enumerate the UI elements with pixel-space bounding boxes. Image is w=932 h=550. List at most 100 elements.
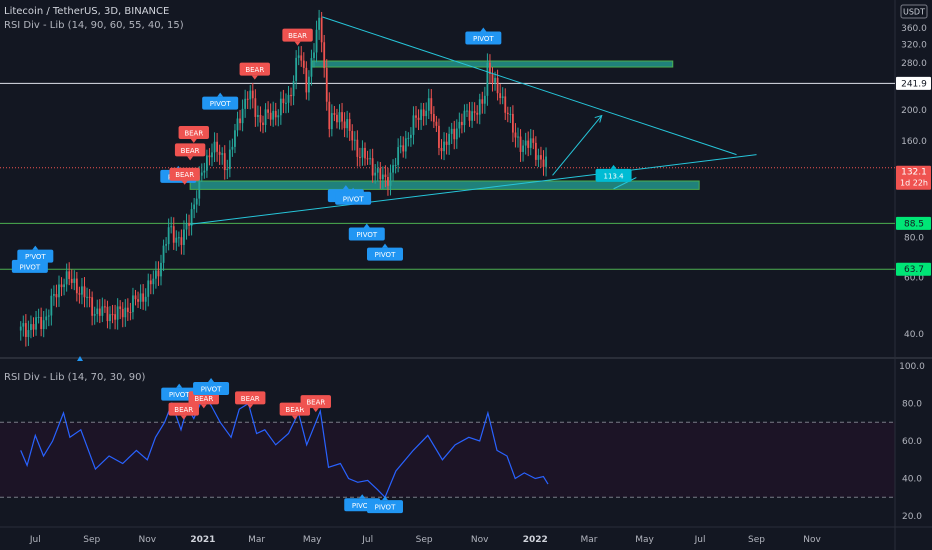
pivot-label-price-9[interactable]: PIVOT xyxy=(465,27,502,45)
label-box xyxy=(465,31,502,45)
rsi-line[interactable] xyxy=(20,394,549,499)
candle-body xyxy=(491,73,494,83)
pivot-label-price-6[interactable]: PIVOT xyxy=(202,92,239,110)
label-pointer xyxy=(187,156,194,161)
time-axis[interactable]: Jul Sep Nov 2021 Mar May Jul Sep Nov 2022 Mar May Ju… xyxy=(29,535,822,545)
label-box xyxy=(169,167,200,181)
label-text: BEAR xyxy=(288,32,307,40)
candle-body xyxy=(519,136,522,152)
label-text: PIVOT xyxy=(169,391,190,399)
bear-label-price-7[interactable]: BEAR xyxy=(239,62,270,80)
rsi-tick-label-4: 20.0 xyxy=(902,512,922,522)
candle-body xyxy=(522,145,524,152)
label-pointer xyxy=(291,415,298,420)
candle-body xyxy=(126,307,129,312)
candle-body xyxy=(313,52,315,59)
bear-label-price-8[interactable]: BEAR xyxy=(282,28,313,46)
rsi-axis[interactable]: 100.0 80.0 60.0 40.0 20.0 xyxy=(899,362,925,522)
bear-label-rsi-5[interactable]: BEAR xyxy=(235,391,266,409)
pivot-label-price-1[interactable]: PIVOT xyxy=(11,255,48,273)
candle-body xyxy=(328,101,331,130)
price-tag-1[interactable]: 132.11d 22h xyxy=(896,165,931,190)
candle-body xyxy=(114,314,116,320)
candle-body xyxy=(45,316,48,321)
candle-body xyxy=(542,159,545,167)
trendline-3[interactable] xyxy=(613,177,637,190)
bear-label-price-3[interactable]: BEAR xyxy=(169,167,200,185)
label-pointer xyxy=(342,185,349,190)
zone-rect-0[interactable] xyxy=(311,60,674,68)
candle-body xyxy=(404,138,407,152)
label-pointer xyxy=(217,92,224,97)
bear-label-price-4[interactable]: BEAR xyxy=(174,143,206,161)
label-text: BEAR xyxy=(184,129,203,137)
zone-rect-1[interactable] xyxy=(189,180,700,190)
candle-body xyxy=(471,111,473,121)
candle-body xyxy=(211,152,213,158)
candle-body xyxy=(167,227,170,245)
candle-body xyxy=(297,55,300,58)
pivot-label-price-0[interactable]: PIVOT xyxy=(17,245,54,263)
pivot-label-price-12[interactable]: PIVOT xyxy=(348,223,385,241)
label-text: PIVOT xyxy=(25,253,46,261)
candle-body xyxy=(188,223,190,226)
symbol-title[interactable]: Litecoin / TetherUS, 3D, BINANCE xyxy=(4,6,170,17)
trendline-1[interactable] xyxy=(190,154,757,225)
price-tag-3[interactable]: 63.7 xyxy=(896,262,931,276)
label-box xyxy=(17,249,54,263)
candles-group xyxy=(19,9,547,347)
label-pointer xyxy=(26,255,33,260)
candle-body xyxy=(129,311,132,313)
candle-body xyxy=(239,118,241,124)
candle-body xyxy=(361,147,364,158)
candle-body xyxy=(412,115,415,135)
rsi-tick-label-3: 40.0 xyxy=(902,475,922,485)
candle-body xyxy=(30,324,32,331)
price-tag-0[interactable]: 241.9 xyxy=(896,76,931,90)
bear-label-price-5[interactable]: BEAR xyxy=(178,125,209,143)
label-pointer xyxy=(312,408,319,413)
candle-body xyxy=(134,295,137,300)
candle-body xyxy=(68,271,71,279)
label-pointer xyxy=(32,245,39,250)
candle-body xyxy=(537,155,540,160)
candle-body xyxy=(320,17,323,43)
candle-body xyxy=(282,98,285,104)
indicator-title[interactable]: RSI Div - Lib (14, 90, 60, 55, 40, 15) xyxy=(4,20,184,31)
candle-body xyxy=(228,149,231,170)
label-box xyxy=(595,168,632,182)
pivot-label-price-13[interactable]: PIVOT xyxy=(366,243,403,261)
candle-body xyxy=(65,271,68,285)
candle-body xyxy=(142,293,145,302)
label-text: PIVOT xyxy=(19,263,40,271)
candle-body xyxy=(527,140,530,148)
candle-body xyxy=(455,128,458,140)
rsi-tick-label-2: 60.0 xyxy=(902,437,922,447)
candle-body xyxy=(379,168,382,180)
price-tag-2[interactable]: 88.5 xyxy=(896,216,931,230)
rsi-pane-title[interactable]: RSI Div - Lib (14, 70, 30, 90) xyxy=(4,372,146,383)
pivot-label-price-11[interactable]: PIVOT xyxy=(335,187,372,205)
label-box xyxy=(366,247,403,261)
candle-body xyxy=(315,29,318,53)
bear-label-rsi-7[interactable]: BEAR xyxy=(300,395,331,413)
pivot-label-rsi-9[interactable]: PIVOT xyxy=(366,496,403,514)
event-marker[interactable] xyxy=(77,356,83,361)
candle-body xyxy=(430,98,433,114)
currency-badge[interactable]: USDT xyxy=(900,4,928,19)
pivot-label-rsi-0[interactable]: PIVOT xyxy=(161,383,198,401)
bear-label-rsi-1[interactable]: BEAR xyxy=(168,402,199,420)
label-text: PIVOT xyxy=(210,100,231,108)
value-label-price-14[interactable]: 113.4 xyxy=(595,164,632,182)
candle-body xyxy=(460,121,463,126)
candle-body xyxy=(274,110,277,118)
trendline-2[interactable] xyxy=(552,115,603,176)
pivot-label-rsi-4[interactable]: PIVOT xyxy=(193,378,230,395)
candle-body xyxy=(458,121,461,129)
candle-body xyxy=(152,278,155,285)
trendline-0[interactable] xyxy=(322,16,737,156)
label-box xyxy=(168,402,199,416)
label-pointer xyxy=(381,496,388,501)
